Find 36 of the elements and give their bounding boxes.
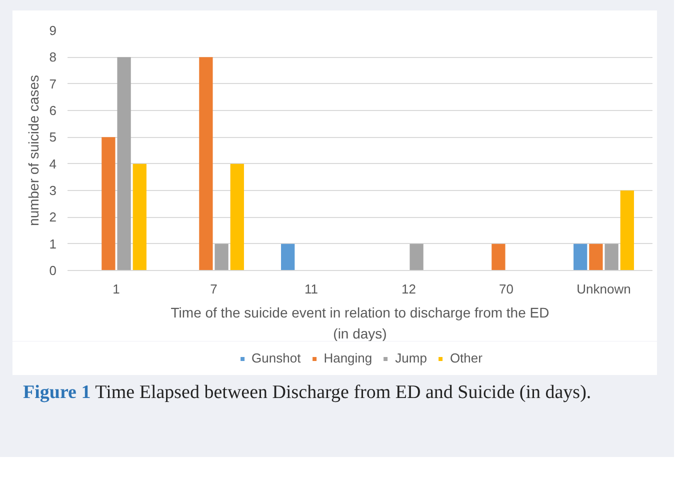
text: Time Elapsed between Discharge from ED and Suicide (in days).: [95, 382, 592, 403]
x-tick-label: 11: [304, 282, 318, 296]
y-tick-label: 9: [49, 23, 57, 38]
y-tick-label: 2: [49, 210, 57, 225]
y-axis-title: number of suicide cases: [25, 75, 42, 226]
y-tick-label: 1: [49, 236, 57, 252]
bar: [117, 57, 131, 270]
bar: [281, 244, 295, 270]
bar: [410, 244, 424, 270]
legend-label: Hanging: [324, 350, 372, 366]
bar: [589, 244, 603, 270]
bar: [604, 244, 618, 270]
x-tick-label: 12: [402, 282, 416, 296]
x-tick-label: Unknown: [576, 282, 631, 296]
x-tick-label: 1: [112, 282, 120, 296]
bar: [574, 244, 588, 270]
legend-label: Jump: [395, 350, 427, 366]
bar: [102, 137, 116, 270]
y-tick-label: 5: [49, 130, 57, 145]
legend-label: Gunshot: [252, 350, 301, 366]
y-tick-label: 3: [49, 183, 57, 198]
legend-label: Other: [450, 350, 482, 366]
bar: [199, 57, 213, 270]
y-tick-label: 6: [49, 103, 57, 118]
bar: [230, 164, 244, 270]
bar: [132, 164, 146, 270]
x-tick-label: 70: [499, 282, 514, 296]
y-tick-label: 7: [49, 76, 57, 92]
bar: [214, 244, 228, 270]
bar: [620, 190, 634, 270]
caption: Figure 1: [23, 382, 91, 403]
bar: [492, 244, 506, 270]
y-tick-label: 4: [49, 156, 57, 172]
y-tick-label: 0: [49, 263, 57, 278]
y-tick-label: 8: [49, 50, 57, 65]
x-tick-label: 7: [210, 282, 218, 296]
